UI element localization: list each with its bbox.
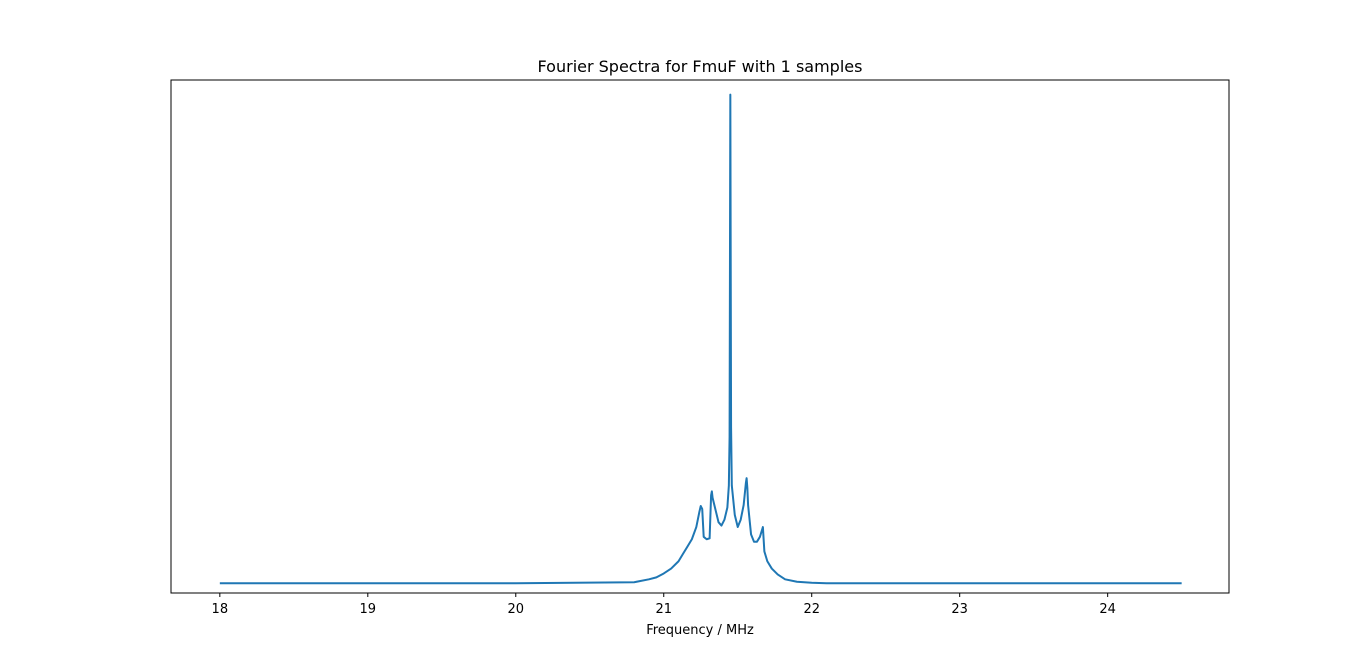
x-tick-label: 23 (951, 602, 968, 617)
series-line (219, 93, 1182, 585)
x-axis-label: Frequency / MHz (646, 623, 754, 638)
chart-title: Fourier Spectra for FmuF with 1 samples (538, 57, 863, 76)
x-axis-ticks: 18 19 20 21 22 23 24 (212, 593, 1116, 617)
plot-area (170, 79, 1230, 594)
x-tick-label: 22 (803, 602, 820, 617)
x-tick-label: 21 (655, 602, 672, 617)
x-tick-label: 20 (508, 602, 525, 617)
x-tick-label: 18 (212, 602, 229, 617)
x-tick-label: 24 (1099, 602, 1116, 617)
x-tick-label: 19 (360, 602, 377, 617)
